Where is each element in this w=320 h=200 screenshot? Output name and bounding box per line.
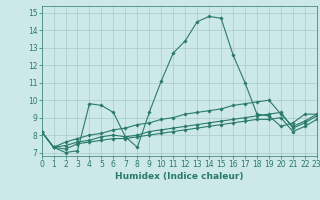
- X-axis label: Humidex (Indice chaleur): Humidex (Indice chaleur): [115, 172, 244, 181]
